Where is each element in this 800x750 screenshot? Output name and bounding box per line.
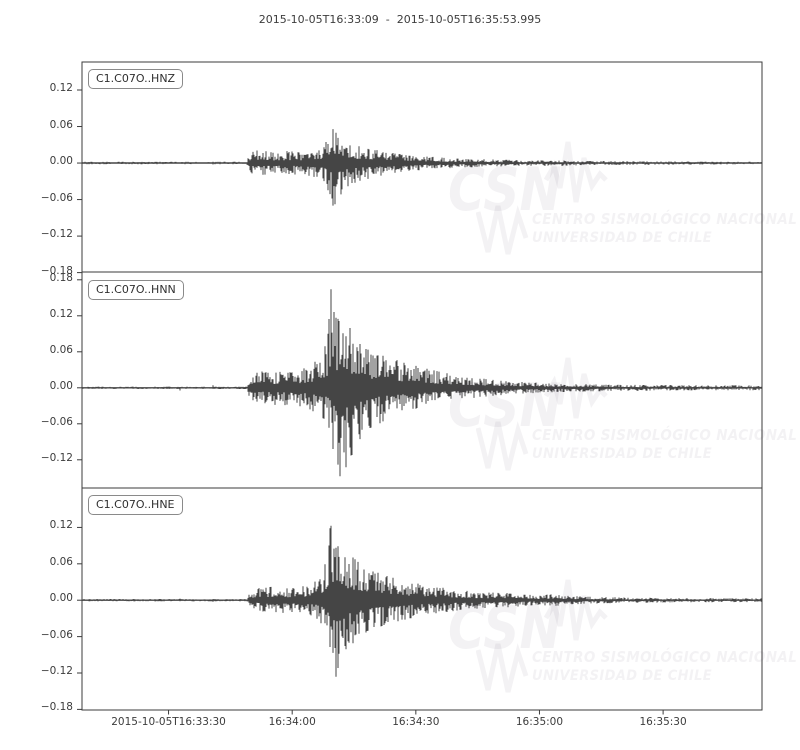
y-tick-label: 0.06 bbox=[49, 118, 73, 131]
x-tick-label: 16:34:00 bbox=[268, 716, 316, 728]
panel-frame bbox=[81, 487, 763, 711]
y-tick-label: 0.12 bbox=[49, 82, 73, 94]
y-tick-label: −0.18 bbox=[40, 701, 73, 714]
y-tick-label: 0.00 bbox=[49, 379, 73, 392]
trace-label-text: C1.C07O..HNE bbox=[96, 498, 175, 511]
y-tick-label: 0.00 bbox=[49, 155, 73, 168]
y-tick-label: −0.06 bbox=[40, 628, 73, 641]
trace-label-hnn: C1.C07O..HNN bbox=[88, 280, 184, 301]
waveform-trace-hnn bbox=[81, 289, 763, 477]
y-tick-label: 0.12 bbox=[49, 307, 73, 320]
y-tick-label: 0.18 bbox=[49, 271, 73, 284]
y-tick-label: 0.12 bbox=[49, 519, 73, 532]
x-tick-label: 16:35:00 bbox=[515, 716, 564, 728]
trace-label-text: C1.C07O..HNZ bbox=[96, 72, 176, 85]
figure-title: 2015-10-05T16:33:09 - 2015-10-05T16:35:5… bbox=[258, 13, 542, 26]
waveform-trace-hnz bbox=[81, 129, 763, 206]
y-tick-label: 0.06 bbox=[49, 343, 73, 356]
y-tick-label: −0.12 bbox=[40, 228, 73, 241]
trace-label-text: C1.C07O..HNN bbox=[96, 283, 176, 296]
y-tick-label: −0.12 bbox=[40, 665, 73, 677]
x-tick-label: 16:35:30 bbox=[639, 716, 687, 728]
y-tick-label: 0.06 bbox=[49, 555, 73, 568]
y-tick-label: −0.18 bbox=[40, 264, 73, 277]
y-tick-label: −0.12 bbox=[40, 451, 73, 464]
y-tick-label: −0.06 bbox=[40, 415, 73, 428]
y-tick-label: 0.00 bbox=[49, 592, 73, 605]
y-tick-label: −0.06 bbox=[40, 191, 73, 204]
x-tick-label: 16:34:30 bbox=[392, 716, 440, 728]
trace-label-hne: C1.C07O..HNE bbox=[88, 495, 183, 516]
trace-label-hnz: C1.C07O..HNZ bbox=[88, 69, 184, 90]
x-tick-label: 2015-10-05T16:33:30 bbox=[111, 716, 226, 728]
waveform-trace-hne bbox=[81, 525, 763, 677]
